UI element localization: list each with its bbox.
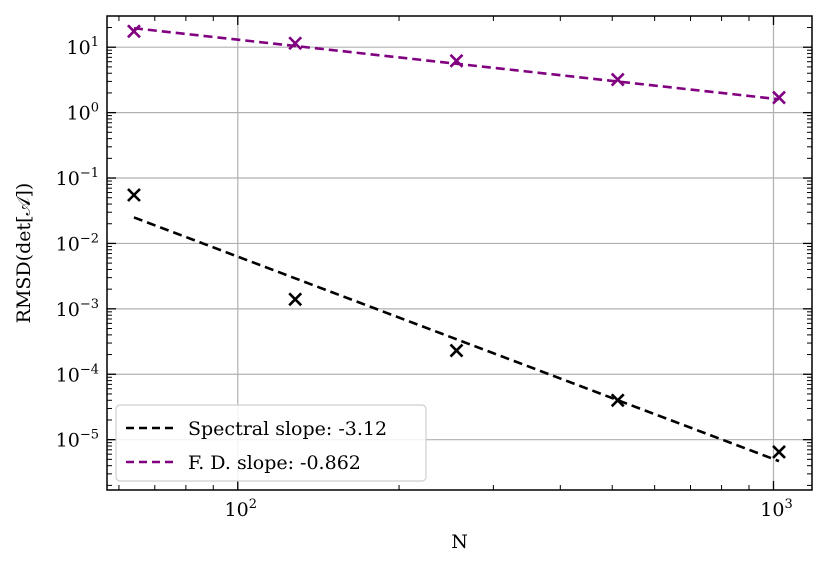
data-point-series-1 — [610, 72, 625, 87]
y-tick-base: 10 — [56, 430, 80, 452]
y-tick-exponent: 0 — [91, 101, 99, 116]
data-point-series-0 — [610, 393, 625, 408]
plot-frame — [106, 15, 813, 491]
y-tick-base: 10 — [67, 37, 91, 59]
y-tick-exponent: −3 — [80, 297, 99, 312]
marker-stroke — [127, 24, 141, 39]
y-tick-exponent: −5 — [80, 428, 99, 443]
marker-stroke — [772, 444, 786, 459]
y-tick-label: 10−5 — [56, 428, 99, 452]
x-tick-base: 10 — [760, 499, 784, 521]
marker-stroke — [449, 343, 464, 358]
legend-box — [115, 404, 427, 482]
data-point-series-0 — [772, 444, 786, 459]
y-tick-base: 10 — [56, 168, 80, 190]
data-markers — [127, 24, 786, 459]
data-point-series-0 — [449, 343, 464, 358]
y-tick-exponent: −2 — [80, 231, 99, 246]
x-axis-label: N — [451, 531, 468, 553]
marker-stroke — [449, 53, 464, 68]
x-tick-exponent: 3 — [784, 497, 792, 512]
y-tick-base: 10 — [67, 103, 91, 125]
fit-line-series-1 — [133, 26, 780, 101]
y-tick-base: 10 — [56, 299, 80, 321]
major-ticks — [107, 16, 812, 490]
fit-lines — [133, 26, 780, 463]
data-point-series-0 — [288, 292, 303, 307]
x-tick-exponent: 2 — [249, 497, 257, 512]
legend-label-fd: F. D. slope: -0.862 — [188, 452, 361, 474]
marker-stroke — [288, 36, 303, 51]
x-tick-labels: 102 103 — [225, 497, 793, 521]
y-tick-exponent: −4 — [80, 362, 99, 377]
marker-stroke — [772, 90, 786, 105]
legend-label-spectral: Spectral slope: -3.12 — [188, 418, 387, 440]
y-tick-label: 10−1 — [56, 166, 99, 190]
y-tick-label: 101 — [67, 35, 99, 59]
data-point-series-1 — [288, 36, 303, 51]
data-point-series-1 — [449, 53, 464, 68]
y-axis-label: RMSD(det[𝒜]) — [13, 183, 35, 324]
data-point-series-1 — [127, 24, 141, 39]
x-tick-label: 103 — [760, 497, 792, 521]
fit-line-series-0 — [133, 216, 780, 463]
marker-stroke — [127, 188, 141, 202]
data-point-series-0 — [127, 188, 141, 202]
x-tick-label: 102 — [225, 497, 257, 521]
legend: Spectral slope: -3.12 F. D. slope: -0.86… — [115, 404, 427, 482]
y-tick-base: 10 — [56, 233, 80, 255]
x-tick-base: 10 — [225, 499, 249, 521]
y-tick-exponent: −1 — [80, 166, 99, 181]
marker-stroke — [610, 393, 625, 408]
marker-stroke — [610, 72, 625, 87]
y-tick-exponent: 1 — [91, 35, 99, 50]
y-tick-label: 10−3 — [56, 297, 99, 321]
data-point-series-1 — [772, 90, 786, 105]
marker-stroke — [288, 292, 303, 307]
y-tick-label: 10−2 — [56, 231, 99, 255]
y-tick-base: 10 — [56, 364, 80, 386]
grid — [107, 16, 812, 490]
y-tick-label: 100 — [67, 101, 99, 125]
y-tick-label: 10−4 — [56, 362, 99, 386]
